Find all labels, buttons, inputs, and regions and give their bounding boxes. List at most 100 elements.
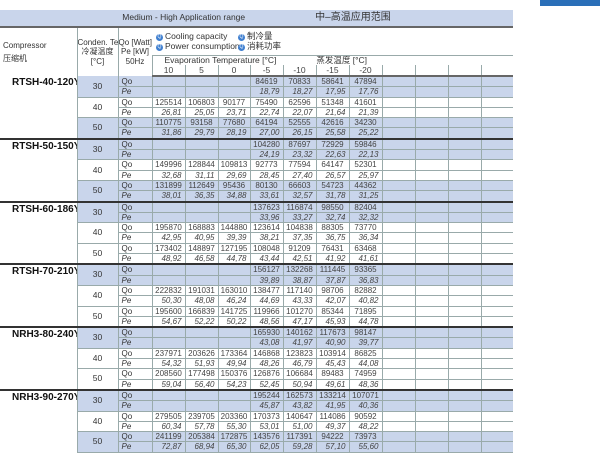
qo-value: 47894 xyxy=(348,76,382,88)
pe-value: 32,74 xyxy=(315,212,349,224)
empty-cell xyxy=(447,326,481,339)
qo-value: 58641 xyxy=(315,76,349,88)
info-circle-icon: Q xyxy=(156,43,163,51)
empty-cell xyxy=(381,253,415,265)
pe-value: 38,21 xyxy=(249,232,283,244)
qo-value: 116874 xyxy=(282,200,316,213)
pe-value: 48,22 xyxy=(348,421,382,433)
pe-value: 50,22 xyxy=(217,316,250,328)
empty-cell xyxy=(414,180,448,192)
row-label-qo: Qo xyxy=(117,306,152,317)
empty-cell xyxy=(447,190,481,203)
table-row-qo: RTSH-40-120Y 30 Qo 84619 70833 58641 47894 xyxy=(0,76,513,98)
qo-value: 123614 xyxy=(249,222,283,234)
empty-cell xyxy=(381,243,415,255)
pe-value: 26,57 xyxy=(315,170,349,181)
qo-value xyxy=(151,137,185,151)
table-row-pe: Pe 39,89 38,87 37,87 36,83 xyxy=(0,275,513,286)
compressor-model: RTSH-70-210Y xyxy=(0,263,77,328)
table-row-qo: 50 Qo 195600 166839 141725 119966 101270 85344 7… xyxy=(0,306,513,328)
empty-cell xyxy=(480,358,513,370)
empty-cell xyxy=(381,358,415,370)
qo-value xyxy=(217,200,250,213)
brand-logo xyxy=(540,0,600,6)
condensing-temp: 30 xyxy=(76,200,118,224)
qo-value: 132268 xyxy=(282,263,316,276)
qo-value: 34230 xyxy=(348,117,382,129)
pe-value: 59,04 xyxy=(151,379,185,391)
row-label-qo: Qo xyxy=(117,285,152,297)
evap-header-en: Evaporation Temperature [°C] xyxy=(164,55,277,65)
pe-value: 24,19 xyxy=(249,149,283,161)
qo-value xyxy=(184,200,218,213)
pe-value: 32,68 xyxy=(151,170,185,181)
pe-value: 37,87 xyxy=(315,275,349,286)
legend-power-consumption-cn: 消耗功率 xyxy=(247,41,282,52)
condensing-temp: 50 xyxy=(76,180,118,203)
row-label-pe: Pe xyxy=(117,86,152,98)
empty-cell xyxy=(381,107,415,119)
empty-cell xyxy=(480,170,513,181)
pe-value: 21,39 xyxy=(348,107,382,119)
table-row-qo: NRH3-90-270Y 30 Qo 195244 162573 133214 107071 xyxy=(0,388,513,453)
qo-value xyxy=(184,326,218,339)
qo-value: 92773 xyxy=(249,159,283,171)
empty-cell xyxy=(480,379,513,391)
qo-value: 125514 xyxy=(151,97,185,108)
table-row-pe: Pe 45,87 43,82 41,95 40,36 xyxy=(0,400,513,412)
empty-cell xyxy=(480,326,513,339)
table-row-qo: 40 Qo 222832 191031 163010 138477 117140 98706 8… xyxy=(0,285,513,307)
table-row-qo: 50 Qo 208560 177498 150376 126876 106684 89483 7… xyxy=(0,368,513,391)
pe-value: 42,95 xyxy=(151,232,185,244)
qo-value: 101270 xyxy=(282,306,316,317)
temp-header: 10 xyxy=(151,65,185,77)
table-row-pe: Pe 50,30 48,08 46,24 44,69 43,33 42,07 40,82 xyxy=(0,295,513,307)
qo-value xyxy=(217,326,250,339)
empty-cell xyxy=(414,97,448,108)
condensing-temp: 30 xyxy=(76,137,118,161)
pe-value: 22,63 xyxy=(315,149,349,161)
qo-value: 168883 xyxy=(184,222,218,234)
empty-cell xyxy=(414,326,448,339)
qo-value: 131899 xyxy=(151,180,185,192)
pe-value: 25,58 xyxy=(315,127,349,140)
pe-value: 40,95 xyxy=(184,232,218,244)
empty-cell xyxy=(381,180,415,192)
empty-cell xyxy=(480,316,513,328)
qo-value: 119966 xyxy=(249,306,283,317)
pe-value: 27,00 xyxy=(249,127,283,140)
qo-value xyxy=(184,263,218,276)
empty-cell xyxy=(414,200,448,213)
qo-value xyxy=(217,388,250,402)
qo-value: 203360 xyxy=(217,411,250,422)
cond-header-unit: [°C] xyxy=(90,56,105,66)
pe-value: 50,94 xyxy=(282,379,316,391)
table-row-qo: NRH3-80-240Y 30 Qo 165930 140162 117673 98147 xyxy=(0,326,513,390)
qo-value: 173402 xyxy=(151,243,185,255)
table-row-qo: 40 Qo 195870 168883 144880 123614 104838 88305 7… xyxy=(0,222,513,244)
pe-value: 17,95 xyxy=(315,86,349,98)
empty-cell xyxy=(447,388,481,402)
empty-cell xyxy=(414,368,448,380)
pe-value: 56,40 xyxy=(184,379,218,391)
temp-header: -20 xyxy=(348,65,382,77)
empty-cell xyxy=(447,76,481,88)
condensing-temp: 50 xyxy=(76,368,118,391)
qo-value: 95436 xyxy=(217,180,250,192)
qo-value: 140162 xyxy=(282,326,316,339)
qo-value: 163010 xyxy=(217,285,250,297)
qo-value: 80130 xyxy=(249,180,283,192)
empty-cell xyxy=(414,348,448,360)
empty-cell xyxy=(447,431,481,443)
page-title-strip xyxy=(0,0,600,10)
pe-value: 46,79 xyxy=(282,358,316,370)
qo-value: 106684 xyxy=(282,368,316,380)
temp-header: -10 xyxy=(282,65,316,77)
empty-cell xyxy=(480,421,513,433)
pe-value: 55,60 xyxy=(348,441,382,453)
qo-value xyxy=(151,388,185,402)
pe-value: 28,45 xyxy=(249,170,283,181)
qo-value: 140647 xyxy=(282,411,316,422)
empty-cell xyxy=(480,137,513,151)
empty-cell xyxy=(414,411,448,422)
